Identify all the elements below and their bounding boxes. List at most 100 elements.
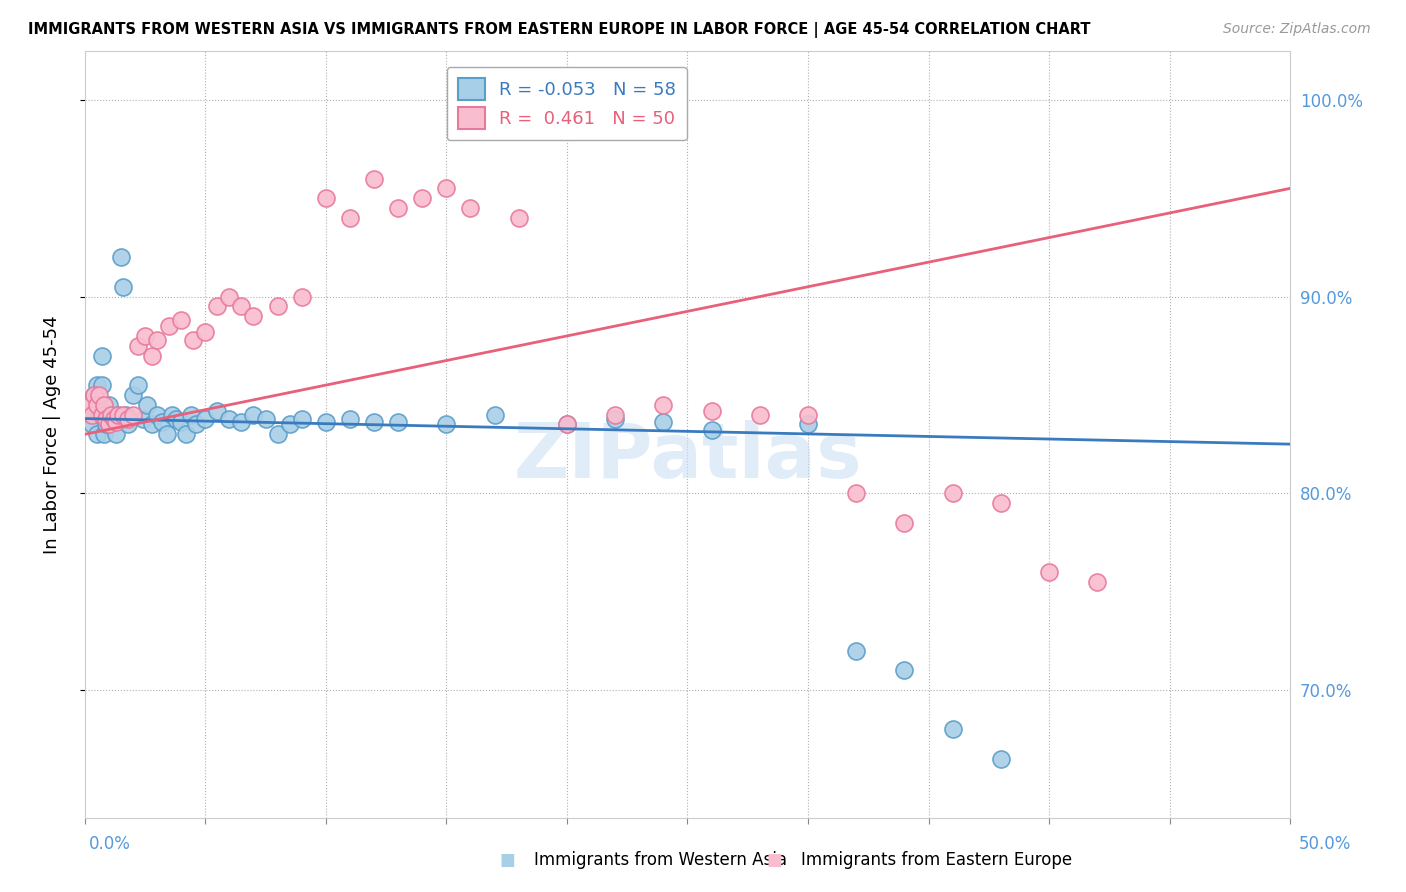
Point bbox=[103, 411, 125, 425]
Point bbox=[97, 398, 120, 412]
Text: ■: ■ bbox=[499, 851, 515, 869]
Point bbox=[603, 411, 626, 425]
Point bbox=[93, 398, 115, 412]
Point bbox=[194, 411, 217, 425]
Point bbox=[184, 417, 207, 432]
Point bbox=[112, 408, 135, 422]
Point bbox=[434, 181, 457, 195]
Point bbox=[83, 388, 105, 402]
Point bbox=[652, 416, 675, 430]
Point bbox=[339, 211, 361, 225]
Point bbox=[339, 411, 361, 425]
Point bbox=[122, 388, 145, 402]
Point bbox=[797, 417, 820, 432]
Point bbox=[100, 408, 122, 422]
Point bbox=[110, 250, 132, 264]
Point bbox=[218, 411, 240, 425]
Point bbox=[105, 416, 128, 430]
Point bbox=[603, 408, 626, 422]
Point bbox=[134, 329, 156, 343]
Text: ■: ■ bbox=[766, 851, 782, 869]
Point bbox=[150, 416, 173, 430]
Point bbox=[96, 417, 118, 432]
Point bbox=[79, 408, 101, 422]
Point bbox=[100, 408, 122, 422]
Point bbox=[194, 325, 217, 339]
Point bbox=[127, 339, 149, 353]
Point bbox=[103, 411, 125, 425]
Text: 0.0%: 0.0% bbox=[89, 835, 131, 853]
Text: ZIPatlas: ZIPatlas bbox=[513, 420, 862, 494]
Point bbox=[484, 408, 506, 422]
Point bbox=[207, 403, 229, 417]
Point bbox=[80, 417, 103, 432]
Point bbox=[242, 408, 264, 422]
Point bbox=[315, 191, 337, 205]
Legend: R = -0.053   N = 58, R =  0.461   N = 50: R = -0.053 N = 58, R = 0.461 N = 50 bbox=[447, 68, 688, 140]
Point bbox=[411, 191, 433, 205]
Point bbox=[845, 643, 868, 657]
Point bbox=[278, 417, 301, 432]
Point bbox=[96, 411, 118, 425]
Point bbox=[231, 300, 253, 314]
Point bbox=[555, 417, 578, 432]
Point bbox=[90, 378, 112, 392]
Point bbox=[218, 290, 240, 304]
Point bbox=[136, 398, 159, 412]
Text: Immigrants from Eastern Europe: Immigrants from Eastern Europe bbox=[801, 851, 1073, 869]
Point bbox=[387, 201, 409, 215]
Text: IMMIGRANTS FROM WESTERN ASIA VS IMMIGRANTS FROM EASTERN EUROPE IN LABOR FORCE | : IMMIGRANTS FROM WESTERN ASIA VS IMMIGRAN… bbox=[28, 22, 1091, 38]
Point bbox=[90, 349, 112, 363]
Point bbox=[797, 408, 820, 422]
Point bbox=[893, 664, 915, 678]
Point bbox=[86, 378, 108, 392]
Point bbox=[845, 486, 868, 500]
Point bbox=[165, 411, 187, 425]
Point bbox=[242, 310, 264, 324]
Point bbox=[86, 398, 108, 412]
Point bbox=[97, 417, 120, 432]
Point bbox=[363, 416, 385, 430]
Point bbox=[131, 411, 153, 425]
Point bbox=[174, 427, 197, 442]
Point bbox=[112, 279, 135, 293]
Point bbox=[157, 319, 180, 334]
Point bbox=[315, 416, 337, 430]
Point bbox=[555, 417, 578, 432]
Point bbox=[291, 411, 314, 425]
Point bbox=[97, 417, 120, 432]
Point bbox=[127, 378, 149, 392]
Point bbox=[141, 349, 163, 363]
Point bbox=[107, 408, 129, 422]
Point bbox=[942, 723, 965, 737]
Point bbox=[180, 408, 202, 422]
Point bbox=[207, 300, 229, 314]
Point bbox=[146, 408, 169, 422]
Point bbox=[942, 486, 965, 500]
Point bbox=[156, 427, 179, 442]
Point bbox=[460, 201, 482, 215]
Point bbox=[114, 408, 136, 422]
Point bbox=[170, 313, 193, 327]
Point bbox=[79, 398, 101, 412]
Y-axis label: In Labor Force | Age 45-54: In Labor Force | Age 45-54 bbox=[44, 315, 60, 554]
Point bbox=[363, 171, 385, 186]
Point bbox=[160, 408, 183, 422]
Point bbox=[266, 300, 288, 314]
Point bbox=[700, 423, 723, 437]
Point bbox=[748, 408, 770, 422]
Point bbox=[141, 417, 163, 432]
Point bbox=[83, 388, 105, 402]
Point bbox=[231, 416, 253, 430]
Point bbox=[387, 416, 409, 430]
Point bbox=[291, 290, 314, 304]
Point bbox=[80, 408, 103, 422]
Point bbox=[90, 408, 112, 422]
Point bbox=[89, 408, 111, 422]
Text: Source: ZipAtlas.com: Source: ZipAtlas.com bbox=[1223, 22, 1371, 37]
Point bbox=[508, 211, 530, 225]
Point bbox=[86, 427, 108, 442]
Point bbox=[181, 333, 204, 347]
Point bbox=[107, 408, 129, 422]
Point bbox=[117, 417, 139, 432]
